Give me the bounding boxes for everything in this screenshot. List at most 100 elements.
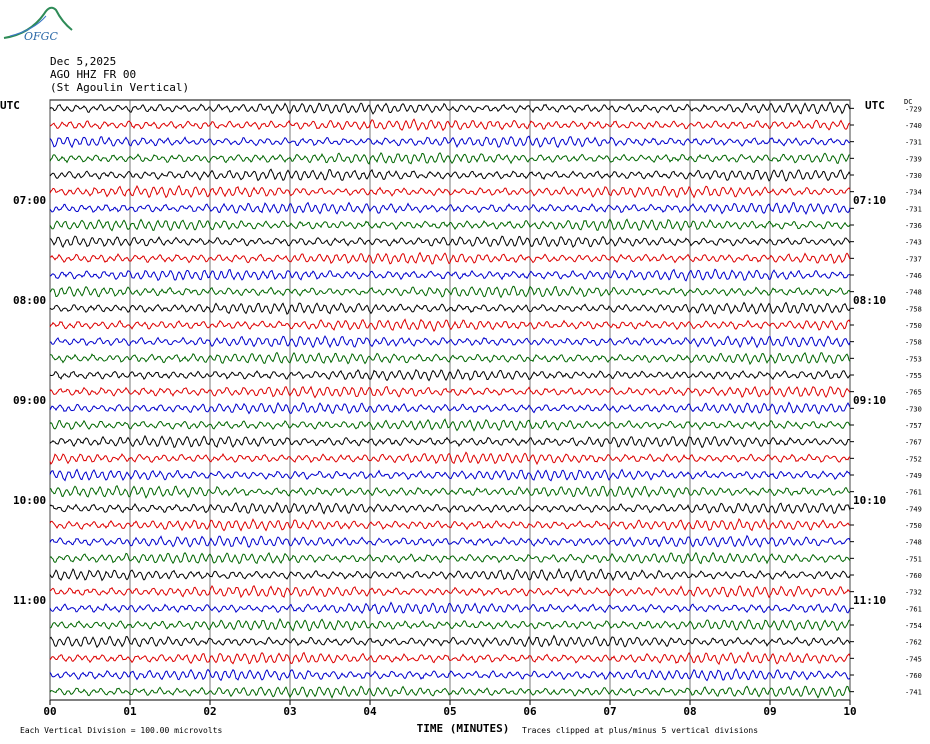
trace-line	[49, 485, 851, 499]
axis-labels: 00 01 02 03 04 05 06 07 08 09 10 -729 -740 -731 -739 -7…	[0, 98, 922, 735]
dc-offset-label: -734	[905, 189, 922, 197]
hour-label-left: 10:00	[13, 494, 46, 507]
dc-offset-label: -739	[905, 155, 922, 163]
trace-line	[49, 118, 851, 132]
dc-offset-label: -743	[905, 239, 922, 247]
hour-label-right: 10:10	[853, 494, 886, 507]
trace-line	[49, 201, 851, 216]
trace-line	[49, 318, 851, 332]
trace-line	[49, 168, 851, 182]
trace-line	[49, 534, 851, 548]
trace-line	[49, 567, 851, 583]
station-label: (St Agoulin Vertical)	[50, 81, 190, 94]
x-tick-label: 03	[283, 705, 296, 718]
trace-line	[49, 501, 851, 515]
x-tick-label: 07	[603, 705, 616, 718]
x-tick-label: 10	[843, 705, 856, 718]
dc-offset-label: -761	[905, 489, 922, 497]
dc-offset-label: -731	[905, 139, 922, 147]
trace-line	[49, 385, 851, 399]
x-tick-label: 02	[203, 705, 216, 718]
dc-offset-label: -737	[905, 255, 922, 263]
dc-offset-label: -731	[905, 205, 922, 213]
plot-grid	[49, 99, 854, 705]
x-tick-label: 05	[443, 705, 456, 718]
dc-offset-label: -749	[905, 472, 922, 480]
trace-line	[49, 634, 851, 649]
x-tick-label: 01	[123, 705, 137, 718]
dc-offset-label: -749	[905, 505, 922, 513]
dc-offset-label: -760	[905, 672, 922, 680]
trace-line	[49, 517, 851, 532]
x-tick-label: 09	[763, 705, 776, 718]
utc-right-label: UTC	[865, 99, 885, 112]
hour-label-right: 09:10	[853, 394, 886, 407]
dc-offset-label: -765	[905, 389, 922, 397]
trace-line	[49, 251, 851, 265]
dc-offset-label: -758	[905, 305, 922, 313]
dc-offset-label: -748	[905, 289, 922, 297]
trace-line	[49, 101, 851, 115]
trace-line	[49, 585, 851, 599]
trace-line	[49, 351, 851, 366]
trace-line	[49, 285, 851, 299]
trace-line	[49, 618, 851, 632]
trace-line	[49, 152, 851, 165]
channel-label: AGO HHZ FR 00	[50, 68, 137, 81]
ofgc-logo: OFGC	[3, 6, 73, 43]
hour-label-left: 07:00	[13, 194, 46, 207]
trace-line	[49, 135, 850, 149]
trace-line	[49, 335, 851, 349]
dc-offset-label: -761	[905, 605, 922, 613]
dc-offset-label: -752	[905, 455, 922, 463]
trace-line	[49, 601, 851, 615]
hour-label-left: 08:00	[13, 294, 46, 307]
dc-offset-label: -748	[905, 539, 922, 547]
footer-clip-note: Traces clipped at plus/minus 5 vertical …	[522, 726, 758, 735]
dc-offset-label: -758	[905, 339, 922, 347]
trace-line	[49, 685, 851, 699]
trace-line	[49, 401, 851, 415]
utc-left-label: UTC	[0, 99, 20, 112]
hour-label-right: 11:10	[853, 594, 886, 607]
dc-offset-label: -736	[905, 222, 922, 230]
hour-label-left: 11:00	[13, 594, 46, 607]
dc-offset-label: -750	[905, 522, 922, 530]
trace-group	[49, 101, 851, 699]
trace-line	[49, 468, 851, 482]
trace-line	[49, 551, 851, 565]
dc-offset-label: -729	[905, 105, 922, 113]
hour-label-left: 09:00	[13, 394, 46, 407]
dc-header-label: DC	[904, 98, 912, 106]
dc-offset-label: -753	[905, 355, 922, 363]
x-tick-label: 04	[363, 705, 377, 718]
trace-line	[49, 434, 851, 449]
dc-offset-label: -730	[905, 405, 922, 413]
hour-label-right: 08:10	[853, 294, 886, 307]
trace-line	[49, 651, 851, 666]
dc-offset-label: -762	[905, 639, 922, 647]
trace-line	[49, 451, 851, 466]
dc-offset-label: -751	[905, 555, 922, 563]
footer-scale-note: Each Vertical Division = 100.00 microvol…	[20, 726, 222, 735]
trace-line	[49, 235, 851, 248]
x-axis-title: TIME (MINUTES)	[417, 722, 510, 735]
trace-line	[49, 368, 851, 382]
trace-line	[49, 218, 851, 232]
dc-offset-label: -750	[905, 322, 922, 330]
trace-line	[49, 268, 851, 282]
dc-offset-label: -740	[905, 122, 922, 130]
dc-offset-label: -732	[905, 589, 922, 597]
dc-offset-label: -730	[905, 172, 922, 180]
trace-line	[49, 418, 851, 432]
dc-offset-label: -760	[905, 572, 922, 580]
dc-offset-label: -755	[905, 372, 922, 380]
dc-offset-label: -745	[905, 655, 922, 663]
x-tick-label: 06	[523, 705, 537, 718]
dc-offset-label: -746	[905, 272, 922, 280]
dc-offset-label: -741	[905, 689, 922, 697]
svg-text:OFGC: OFGC	[24, 30, 58, 43]
trace-line	[49, 301, 851, 315]
date-label: Dec 5,2025	[50, 55, 117, 68]
